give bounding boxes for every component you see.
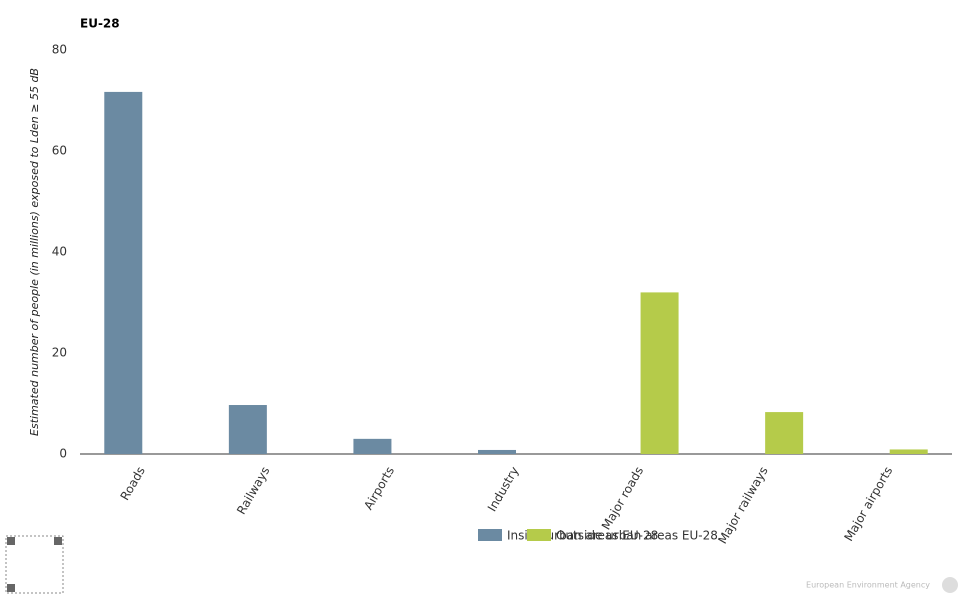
legend-label: Outside urban areas EU-28 bbox=[556, 529, 718, 543]
y-tick-label: 60 bbox=[52, 144, 67, 158]
legend-swatch bbox=[527, 529, 551, 541]
bar bbox=[640, 292, 679, 454]
x-tick-label: Major railways bbox=[715, 464, 770, 546]
bar bbox=[104, 91, 143, 454]
x-tick-label: Major roads bbox=[599, 464, 646, 532]
y-tick-label: 0 bbox=[59, 447, 67, 461]
chart-title: EU-28 bbox=[80, 17, 120, 31]
logo bbox=[942, 577, 958, 593]
bar bbox=[228, 405, 267, 454]
bar bbox=[889, 449, 928, 454]
y-tick-label: 20 bbox=[52, 346, 67, 360]
x-tick-label: Industry bbox=[485, 464, 522, 514]
bar bbox=[478, 449, 516, 454]
bar bbox=[765, 412, 804, 454]
x-tick-label: Railways bbox=[234, 464, 272, 517]
x-tick-label: Roads bbox=[118, 464, 148, 503]
y-tick-label: 80 bbox=[52, 43, 67, 57]
x-tick-label: Major airports bbox=[841, 464, 895, 543]
bar bbox=[353, 438, 392, 454]
legend-swatch bbox=[478, 529, 502, 541]
y-tick-label: 40 bbox=[52, 245, 67, 259]
qr-code bbox=[5, 535, 64, 594]
y-axis-label: Estimated number of people (in millions)… bbox=[28, 68, 41, 436]
credit: European Environment Agency bbox=[806, 581, 930, 590]
x-tick-label: Airports bbox=[361, 464, 397, 512]
